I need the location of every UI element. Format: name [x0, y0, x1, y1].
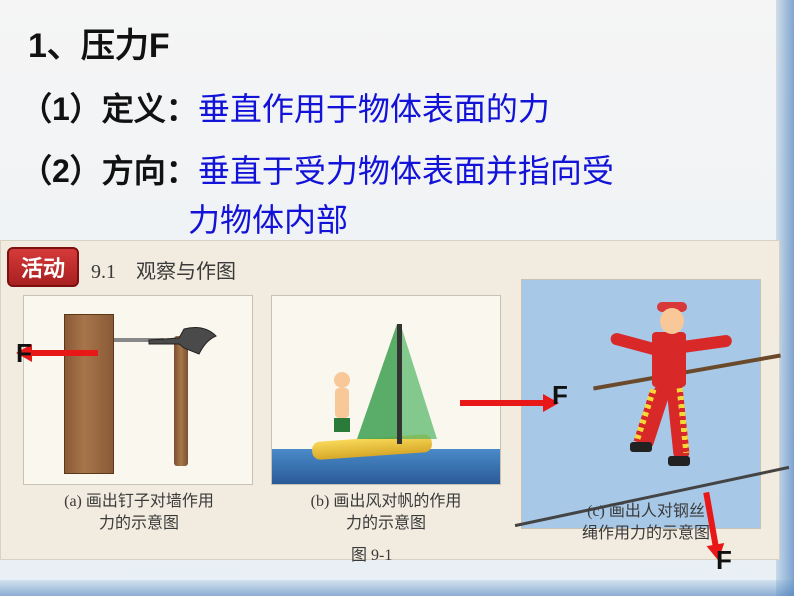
def2-label: （2）方向：	[20, 153, 198, 189]
def2-text-line1: 垂直于受力物体表面并指向受	[198, 153, 614, 189]
panel-a	[23, 295, 253, 485]
definition-row-1: （1）定义：垂直作用于物体表面的力	[20, 88, 550, 131]
slide-edge-bottom	[0, 580, 794, 596]
sail-right	[402, 329, 437, 439]
hammer-head-icon	[144, 326, 219, 356]
force-arrow-b	[460, 400, 545, 406]
def1-text: 垂直作用于物体表面的力	[198, 91, 550, 127]
caption-c: (c) 画出人对钢丝 绳作用力的示意图	[521, 501, 771, 546]
balance-pole	[593, 354, 781, 391]
force-label-a: F	[16, 338, 32, 369]
caption-a: (a) 画出钉子对墙作用 力的示意图	[19, 491, 259, 536]
windsurfer-figure	[330, 372, 365, 442]
definition-row-2: （2）方向：垂直于受力物体表面并指向受	[20, 150, 614, 193]
def1-label: （1）定义：	[20, 91, 198, 127]
tightrope-walker	[622, 308, 712, 478]
force-label-b: F	[552, 380, 568, 411]
activity-badge: 活动	[7, 247, 79, 287]
figure-label: 图 9-1	[351, 541, 392, 565]
figure-heading: 9.1 观察与作图	[91, 255, 236, 284]
section-title: 1、压力F	[28, 18, 170, 67]
force-label-c: F	[716, 545, 732, 576]
caption-b: (b) 画出风对帆的作用 力的示意图	[266, 491, 506, 536]
force-arrow-a	[30, 350, 98, 356]
panel-b	[271, 295, 501, 485]
figure-container: 活动 9.1 观察与作图 (a) 画出钉子对墙作用 力的示意图 (b) 画出风对…	[0, 240, 780, 560]
def2-text-line2: 力物体内部	[188, 195, 348, 241]
wall-shape	[64, 314, 114, 474]
mast-shape	[397, 324, 402, 444]
